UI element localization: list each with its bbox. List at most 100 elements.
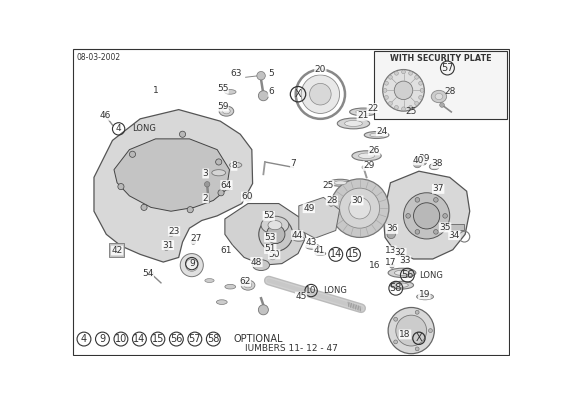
Circle shape <box>269 252 277 260</box>
Text: 15: 15 <box>152 334 164 344</box>
Circle shape <box>349 197 370 219</box>
Polygon shape <box>299 197 340 238</box>
Circle shape <box>387 230 395 238</box>
Text: 30: 30 <box>352 196 363 205</box>
Circle shape <box>130 151 136 157</box>
Text: 26: 26 <box>369 146 380 155</box>
Circle shape <box>191 240 195 244</box>
Ellipse shape <box>315 252 326 256</box>
Circle shape <box>415 347 419 351</box>
Circle shape <box>408 71 412 75</box>
Circle shape <box>415 75 419 79</box>
Circle shape <box>402 107 406 111</box>
Text: LONG: LONG <box>132 124 156 133</box>
Text: LONG: LONG <box>323 286 346 295</box>
Text: 10: 10 <box>306 286 317 295</box>
Text: 50: 50 <box>269 250 280 259</box>
Circle shape <box>402 70 406 74</box>
Ellipse shape <box>416 294 433 300</box>
Circle shape <box>420 159 427 165</box>
Circle shape <box>428 329 432 332</box>
Ellipse shape <box>352 151 381 161</box>
Text: 16: 16 <box>369 262 380 270</box>
Circle shape <box>419 81 423 85</box>
Circle shape <box>394 317 398 321</box>
Circle shape <box>394 340 398 344</box>
Text: 58: 58 <box>207 334 219 344</box>
Ellipse shape <box>205 279 214 282</box>
Circle shape <box>415 230 420 234</box>
Text: 21: 21 <box>357 111 369 120</box>
Ellipse shape <box>219 106 234 116</box>
Ellipse shape <box>435 94 443 100</box>
Ellipse shape <box>388 268 416 278</box>
Bar <box>108 243 124 257</box>
Text: 6: 6 <box>268 87 274 96</box>
Circle shape <box>266 247 272 253</box>
Text: 3: 3 <box>203 169 208 178</box>
Polygon shape <box>114 139 229 211</box>
Text: 51: 51 <box>265 244 276 254</box>
Ellipse shape <box>222 186 231 190</box>
Text: 40: 40 <box>412 156 424 165</box>
Polygon shape <box>383 171 470 259</box>
Circle shape <box>179 131 186 137</box>
Text: 49: 49 <box>303 204 315 213</box>
Text: 31: 31 <box>162 241 174 250</box>
Ellipse shape <box>390 281 414 289</box>
Ellipse shape <box>350 108 377 116</box>
Circle shape <box>395 71 398 75</box>
Text: 2: 2 <box>203 194 208 203</box>
Text: 37: 37 <box>432 184 444 194</box>
Circle shape <box>385 96 389 99</box>
Circle shape <box>340 188 379 228</box>
Text: X: X <box>295 89 302 99</box>
Circle shape <box>216 159 222 165</box>
Ellipse shape <box>223 108 230 114</box>
Circle shape <box>362 166 365 169</box>
Text: 17: 17 <box>385 258 396 266</box>
Ellipse shape <box>345 120 362 126</box>
Text: 18: 18 <box>399 330 411 339</box>
Circle shape <box>148 271 154 276</box>
Text: 64: 64 <box>221 180 232 190</box>
Text: 45: 45 <box>295 292 307 301</box>
Text: 25: 25 <box>323 180 334 190</box>
Ellipse shape <box>364 132 389 138</box>
Ellipse shape <box>224 90 236 94</box>
Ellipse shape <box>306 244 320 249</box>
Text: 46: 46 <box>100 111 111 120</box>
Text: 57: 57 <box>189 334 201 344</box>
Text: 15: 15 <box>347 249 360 259</box>
Text: 56: 56 <box>401 270 414 280</box>
Text: OPTIONAL: OPTIONAL <box>233 334 283 344</box>
Bar <box>374 51 507 119</box>
Circle shape <box>443 214 448 218</box>
Circle shape <box>301 75 340 114</box>
Ellipse shape <box>370 133 383 137</box>
Ellipse shape <box>356 110 371 114</box>
Ellipse shape <box>358 153 375 158</box>
Ellipse shape <box>394 270 410 275</box>
Text: 13: 13 <box>385 246 396 255</box>
Circle shape <box>394 81 413 100</box>
Text: 42: 42 <box>111 246 123 255</box>
Ellipse shape <box>241 280 255 290</box>
Text: 56: 56 <box>170 334 182 344</box>
Circle shape <box>118 184 124 190</box>
Circle shape <box>414 203 440 229</box>
Circle shape <box>310 84 331 105</box>
Ellipse shape <box>337 118 370 129</box>
Circle shape <box>408 106 412 109</box>
Circle shape <box>164 246 169 250</box>
Circle shape <box>180 254 203 277</box>
Text: 28: 28 <box>326 196 337 205</box>
Ellipse shape <box>244 282 252 288</box>
Text: 33: 33 <box>399 256 411 265</box>
Text: IUMBERS 11- 12 - 47: IUMBERS 11- 12 - 47 <box>245 344 337 353</box>
Circle shape <box>328 201 334 206</box>
Circle shape <box>433 230 438 234</box>
Text: 5: 5 <box>268 69 274 78</box>
Circle shape <box>389 75 392 79</box>
Text: 4: 4 <box>81 334 87 344</box>
